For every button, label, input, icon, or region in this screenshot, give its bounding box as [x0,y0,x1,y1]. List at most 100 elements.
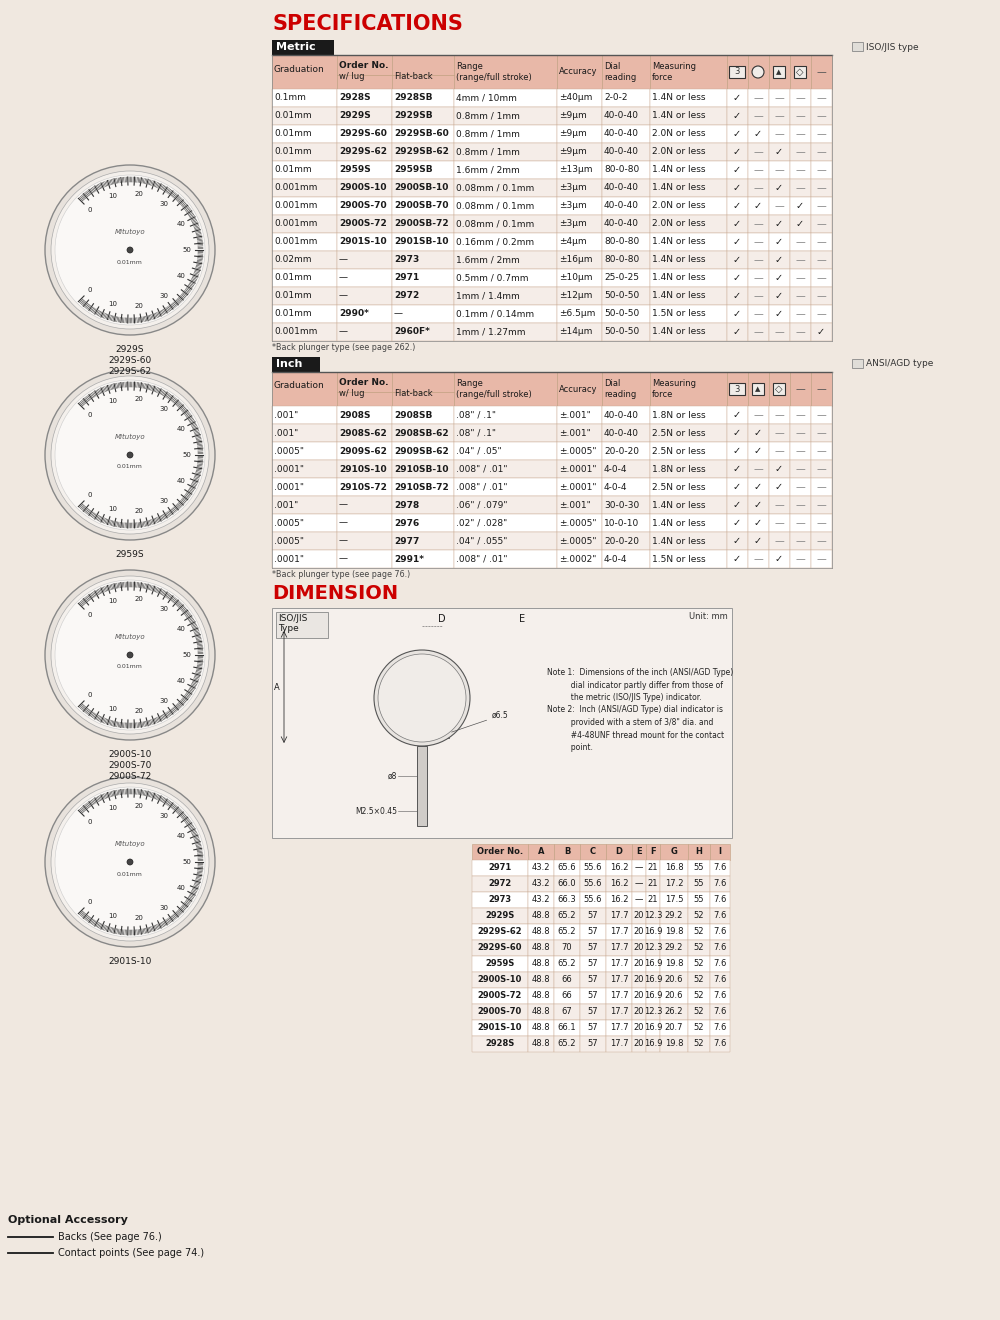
Text: I: I [718,847,722,857]
Text: ✓: ✓ [733,465,741,474]
Text: ✓: ✓ [796,219,804,228]
Text: 2900S-10
2900S-70
2900S-72: 2900S-10 2900S-70 2900S-72 [108,750,152,781]
Bar [272,197,337,215]
Text: 80-0-80: 80-0-80 [604,238,639,247]
Bar [606,972,632,987]
Text: .0005": .0005" [274,446,304,455]
Text: 65.2: 65.2 [558,928,576,936]
Text: 1.5N or less: 1.5N or less [652,554,706,564]
Text: ✓: ✓ [775,183,783,193]
Bar [454,161,557,180]
Text: 20: 20 [134,508,143,515]
Text: ▲: ▲ [776,69,782,75]
Text: 20: 20 [134,803,143,809]
Text: 48.8: 48.8 [532,1007,550,1016]
Bar [710,843,730,861]
Text: 12.3: 12.3 [644,912,662,920]
Text: 0: 0 [87,207,92,213]
Text: 43.2: 43.2 [532,879,550,888]
Bar [650,305,727,323]
Text: 0.01mm: 0.01mm [274,309,312,318]
Bar [392,305,454,323]
Bar [650,143,727,161]
Text: 20.6: 20.6 [665,975,683,985]
Text: 10: 10 [108,706,117,713]
Text: 57: 57 [588,1007,598,1016]
Text: 2991*: 2991* [394,554,424,564]
Text: 17.7: 17.7 [610,1007,628,1016]
Bar [710,892,730,908]
Bar [602,407,650,424]
Text: ✓: ✓ [754,446,762,455]
Bar [337,372,392,407]
Text: ✓: ✓ [775,273,783,282]
Text: 52: 52 [694,1040,704,1048]
Text: —: — [795,327,805,337]
Text: —: — [774,517,784,528]
Text: 2908S: 2908S [339,411,370,420]
Bar [580,987,606,1005]
Bar [769,305,790,323]
Text: 57: 57 [588,928,598,936]
Bar [557,180,602,197]
Bar [646,876,660,892]
Bar [606,1005,632,1020]
Bar [272,269,337,286]
Text: 1.4N or less: 1.4N or less [652,111,706,120]
Bar [606,861,632,876]
Bar [554,876,580,892]
Text: —: — [774,327,784,337]
Bar [580,1036,606,1052]
Bar [727,251,748,269]
Text: 20: 20 [634,1023,644,1032]
Bar [272,478,337,496]
Text: .0001": .0001" [274,483,304,491]
Text: 17.7: 17.7 [610,975,628,985]
Text: ✓: ✓ [733,327,741,337]
Bar [454,286,557,305]
Text: —: — [795,384,805,393]
Text: 21: 21 [648,863,658,873]
Text: —: — [816,92,826,103]
Bar [557,459,602,478]
Text: —: — [816,238,826,247]
Text: 40-0-40: 40-0-40 [604,411,639,420]
Text: 16.2: 16.2 [610,879,628,888]
Bar [790,478,811,496]
Bar [528,956,554,972]
Bar [632,908,646,924]
Bar [632,876,646,892]
Text: 1.4N or less: 1.4N or less [652,273,706,282]
Bar [646,843,660,861]
Bar [337,442,392,459]
Text: 40-0-40: 40-0-40 [604,148,639,157]
Bar [688,892,710,908]
Text: B: B [564,847,570,857]
Text: 16.9: 16.9 [644,1040,662,1048]
Text: 2900S-10: 2900S-10 [339,183,386,193]
Text: —: — [816,517,826,528]
Bar [748,442,769,459]
Text: —: — [795,238,805,247]
Text: —: — [774,111,784,121]
Text: 2901S-10: 2901S-10 [478,1023,522,1032]
Bar [790,323,811,341]
Text: Flat-back: Flat-back [394,73,433,81]
Bar [769,197,790,215]
Bar [729,383,745,395]
Circle shape [45,370,215,540]
Text: —: — [816,384,826,393]
Bar [602,496,650,513]
Bar [454,269,557,286]
Text: 2900S-70: 2900S-70 [478,1007,522,1016]
Bar [557,215,602,234]
Bar [811,407,832,424]
Text: 40: 40 [176,678,185,684]
Text: 16.9: 16.9 [644,928,662,936]
Text: 20: 20 [634,928,644,936]
Bar [769,478,790,496]
Bar [632,956,646,972]
Text: 2929S: 2929S [339,111,371,120]
Text: 50: 50 [183,451,191,458]
Bar [557,424,602,442]
